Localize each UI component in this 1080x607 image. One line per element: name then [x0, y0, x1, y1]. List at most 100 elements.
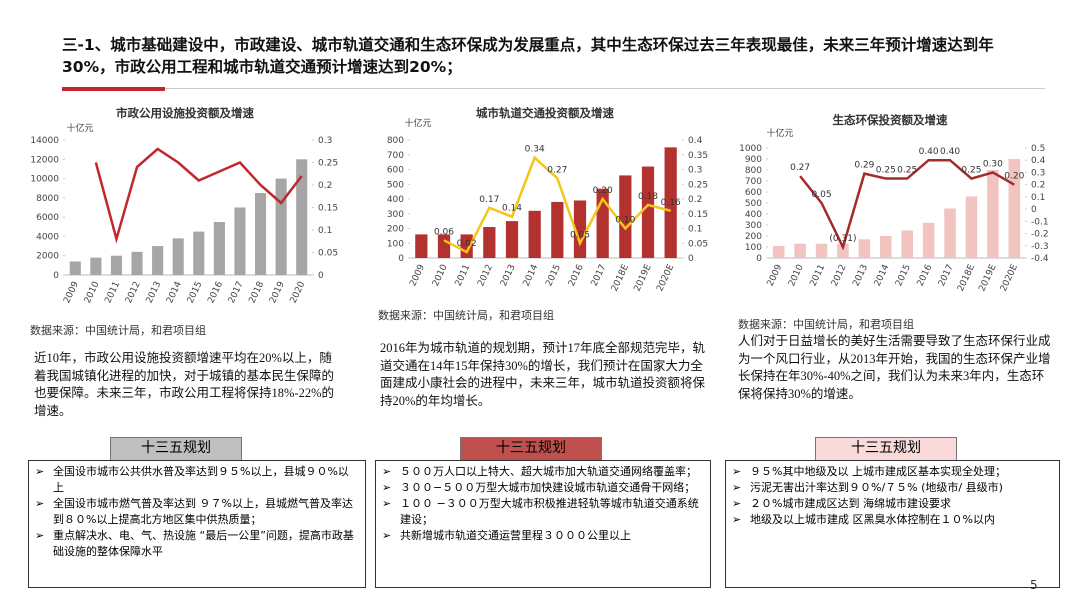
data-label: 0.17 [479, 195, 499, 205]
data-label: 0.20 [1004, 172, 1024, 182]
data-label: 0.20 [593, 186, 613, 196]
y-tick-label: 4000 [36, 232, 59, 242]
data-label: 0.05 [570, 230, 590, 240]
bar [275, 178, 287, 275]
x-tick-label: 2013 [851, 263, 870, 288]
bar [110, 255, 123, 275]
chart-title: 生态环保投资额及增速 [833, 113, 948, 127]
x-tick-label: 2019E [977, 263, 998, 293]
y2-tick-label: 0.15 [318, 204, 338, 214]
plan-item: ３００−５００万型大城市加快建设城市轨道交通骨干网络； [380, 480, 704, 496]
y2-tick-label: 0.1 [688, 225, 702, 235]
y-tick-label: 12000 [30, 155, 59, 165]
y2-tick-label: 0.15 [688, 210, 708, 220]
x-tick-label: 2017 [227, 280, 246, 305]
y-tick-label: 600 [387, 166, 404, 176]
x-tick-label: 2013 [145, 280, 164, 305]
plan-item: 共新增城市轨道交通运营里程３０００公里以上 [380, 528, 704, 544]
bar [880, 236, 892, 258]
y-tick-label: 700 [745, 177, 762, 187]
bar [152, 246, 164, 275]
y2-tick-label: 0.05 [318, 249, 338, 259]
bar [664, 147, 677, 258]
bar [483, 227, 496, 258]
data-label: 0.10 [615, 216, 635, 226]
y2-tick-label: 0.5 [1031, 144, 1045, 154]
y-tick-label: 200 [745, 232, 762, 242]
bar [505, 221, 519, 258]
y-tick-label: 0 [756, 254, 762, 264]
plan-item: ９５%其中地级及以 上城市建成区基本实现全处理； [730, 464, 1053, 480]
page-number: 5 [1030, 578, 1038, 592]
bar [965, 196, 978, 258]
bar [213, 221, 225, 275]
y2-tick-label: 0.4 [1031, 156, 1046, 166]
x-tick-label: 2009 [766, 263, 785, 288]
y2-tick-label: 0.2 [688, 195, 702, 205]
y2-tick-label: 0.3 [688, 166, 702, 176]
plan-item: 全国设市城市公共供水普及率达到９５%以上，县城９０%以上 [33, 464, 359, 496]
y-tick-label: 100 [745, 243, 762, 253]
y2-tick-label: 0.3 [1031, 168, 1045, 178]
y2-tick-label: 0.2 [1031, 181, 1045, 191]
bar [131, 251, 143, 275]
bar [987, 170, 999, 258]
y-tick-label: 8000 [36, 194, 59, 204]
plan-title: 十三五规划 [110, 437, 242, 461]
plan-item: 地级及以上城市建成 区黑臭水体控制在１０%以内 [730, 512, 1053, 528]
bar [573, 200, 587, 258]
data-label: 0.25 [876, 166, 896, 176]
plan-title: 十三五规划 [815, 437, 957, 461]
x-tick-label: 2012 [830, 263, 849, 288]
x-tick-label: 2018E [956, 263, 977, 293]
y-axis-label: 十亿元 [766, 127, 793, 139]
plan-item: ５００万人口以上特大、超大城市加大轨道交通网络覆盖率； [380, 464, 704, 480]
x-tick-label: 2011 [809, 263, 828, 288]
y-tick-label: 500 [745, 199, 762, 209]
plan-list: ５００万人口以上特大、超大城市加大轨道交通网络覆盖率；３００−５００万型大城市加… [380, 464, 704, 544]
line [799, 158, 1015, 251]
y-tick-label: 0 [398, 254, 404, 264]
y2-tick-label: 0.4 [688, 136, 703, 146]
plan-box: ９５%其中地级及以 上城市建成区基本实现全处理；污泥无害出汁率达到９０%/７５%… [725, 460, 1060, 588]
line [94, 147, 303, 244]
y-tick-label: 600 [745, 188, 762, 198]
plan-item: 污泥无害出汁率达到９０%/７５% (地级市/ 县级市) [730, 480, 1053, 496]
line [443, 155, 671, 254]
x-tick-label: 2016 [916, 263, 935, 288]
y-tick-label: 0 [53, 271, 59, 281]
y2-tick-label: 0 [318, 271, 324, 281]
bar [415, 234, 428, 258]
x-tick-label: 2020 [289, 280, 308, 305]
x-tick-label: 2018 [248, 280, 267, 305]
x-tick-label: 2020E [655, 263, 676, 293]
y2-tick-label: 0 [1031, 205, 1037, 215]
data-label: 0.27 [547, 165, 567, 175]
y-axis-label: 十亿元 [66, 122, 93, 134]
bar [460, 234, 473, 258]
x-tick-label: 2019E [633, 263, 654, 293]
data-label: 0.27 [790, 163, 810, 173]
y-tick-label: 14000 [30, 136, 59, 146]
x-tick-label: 2013 [499, 263, 518, 288]
x-tick-label: 2015 [894, 263, 913, 288]
x-tick-label: 2020E [999, 263, 1020, 293]
bar [641, 166, 655, 258]
bar [234, 207, 246, 275]
x-tick-label: 2011 [103, 280, 122, 305]
x-tick-label: 2010 [787, 263, 806, 288]
bar [619, 175, 632, 258]
y2-tick-label: 0.1 [1031, 193, 1045, 203]
chart-title: 市政公用设施投资额及增速 [116, 106, 254, 120]
y-tick-label: 400 [387, 195, 404, 205]
rule [165, 88, 1045, 89]
y-axis-label: 十亿元 [404, 117, 431, 129]
y-tick-label: 1000 [739, 144, 762, 154]
charts: 市政公用设施投资额及增速十亿元0200040006000800010000120… [30, 106, 1048, 305]
y2-tick-label: 0.3 [318, 136, 332, 146]
y-tick-label: 100 [387, 239, 404, 249]
y-tick-label: 400 [745, 210, 762, 220]
source: 数据来源：中国统计局，和君项目组 [738, 319, 914, 331]
source: 数据来源：中国统计局，和君项目组 [378, 310, 554, 322]
bar [90, 257, 102, 275]
